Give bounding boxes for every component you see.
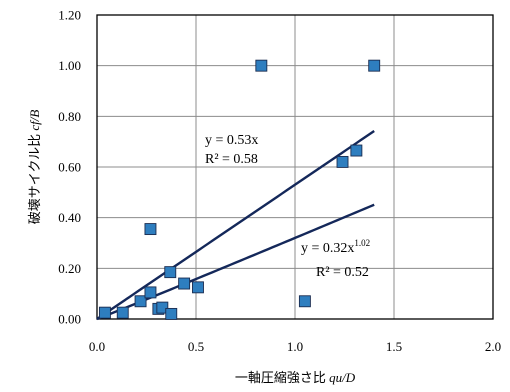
x-tick-labels: 0.0 0.5 1.0 1.5 2.0	[89, 339, 501, 354]
y-axis-label: 破壊サイクル比 cf/B	[27, 110, 42, 225]
x-tick-label: 2.0	[485, 339, 501, 354]
y-tick-labels: 0.00 0.20 0.40 0.60 0.80 1.00 1.20	[58, 8, 81, 327]
data-point	[116, 306, 129, 319]
x-tick-label: 0.5	[188, 339, 204, 354]
data-point	[144, 286, 157, 299]
y-tick-label: 0.40	[58, 210, 81, 225]
data-point	[178, 277, 191, 290]
linear-equation: y = 0.53x	[205, 133, 258, 148]
linear-r-squared: R² = 0.58	[205, 152, 258, 167]
data-points	[98, 59, 381, 320]
data-point	[144, 223, 157, 236]
x-tick-label: 1.5	[386, 339, 402, 354]
y-tick-label: 1.20	[58, 8, 81, 23]
x-tick-label: 1.0	[287, 339, 303, 354]
data-point	[350, 144, 363, 157]
data-point	[368, 59, 381, 72]
plot-frame	[96, 14, 494, 320]
linear-trendline	[96, 130, 375, 320]
y-tick-label: 0.20	[58, 261, 81, 276]
power-equation: y = 0.32x1.02	[301, 238, 370, 256]
x-tick-label: 0.0	[89, 339, 105, 354]
data-point	[298, 295, 311, 308]
y-tick-label: 1.00	[58, 58, 81, 73]
data-point	[255, 59, 268, 72]
power-r-squared: R² = 0.52	[316, 265, 369, 280]
data-point	[192, 281, 204, 294]
x-axis-label: 一軸圧縮強さ比 qu/D	[235, 370, 356, 385]
gridlines	[97, 15, 493, 319]
data-point	[156, 301, 169, 314]
data-point	[98, 306, 111, 319]
data-point	[134, 295, 147, 308]
y-tick-label: 0.80	[58, 109, 81, 124]
data-point	[165, 307, 178, 320]
y-tick-label: 0.60	[58, 160, 81, 175]
data-point	[336, 155, 349, 168]
data-point	[164, 266, 177, 279]
y-tick-label: 0.00	[58, 312, 81, 327]
